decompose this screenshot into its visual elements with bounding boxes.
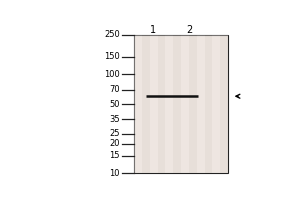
Text: 15: 15: [110, 151, 120, 160]
Bar: [158, 35, 165, 173]
Bar: [150, 35, 158, 173]
Bar: [142, 35, 150, 173]
Bar: [220, 35, 228, 173]
Bar: [134, 35, 228, 173]
Text: 50: 50: [110, 100, 120, 109]
Text: 250: 250: [104, 30, 120, 39]
Bar: [205, 35, 212, 173]
Text: 1: 1: [149, 25, 156, 35]
Bar: [165, 35, 173, 173]
Text: 25: 25: [110, 129, 120, 138]
Text: 2: 2: [187, 25, 193, 35]
Text: 10: 10: [110, 169, 120, 178]
Bar: [189, 35, 197, 173]
Text: 70: 70: [110, 85, 120, 94]
Bar: [173, 35, 181, 173]
Text: 150: 150: [104, 52, 120, 61]
Text: 100: 100: [104, 70, 120, 79]
Text: 35: 35: [110, 115, 120, 124]
Bar: [212, 35, 220, 173]
Bar: [134, 35, 142, 173]
Bar: [181, 35, 189, 173]
Bar: [197, 35, 205, 173]
Text: 20: 20: [110, 139, 120, 148]
